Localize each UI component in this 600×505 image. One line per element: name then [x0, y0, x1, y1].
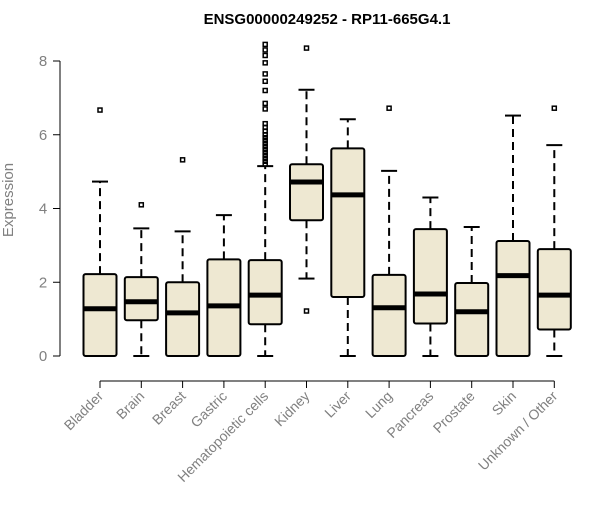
x-tick-label-kidney: Kidney: [271, 388, 313, 430]
outlier-hematopoietic-cells-17: [262, 78, 268, 85]
outlier-hematopoietic-cells-9: [262, 134, 268, 141]
outlier-hematopoietic-cells-8: [262, 137, 268, 144]
y-tick-label-4: 4: [39, 201, 47, 218]
outlier-hematopoietic-cells-3: [262, 152, 268, 159]
x-tick-label-skin: Skin: [489, 388, 520, 419]
outlier-hematopoietic-cells-0: [262, 161, 268, 167]
y-tick-label-8: 8: [39, 53, 47, 70]
outlier-hematopoietic-cells-13: [262, 120, 268, 127]
box-lung: [371, 273, 407, 357]
outlier-hematopoietic-cells-4: [262, 149, 268, 156]
outlier-hematopoietic-cells-2: [262, 155, 268, 162]
outlier-hematopoietic-cells-6: [262, 143, 268, 150]
outlier-hematopoietic-cells-19: [262, 60, 268, 66]
box-kidney: [289, 163, 324, 222]
outlier-hematopoietic-cells-16: [262, 87, 268, 94]
outlier-hematopoietic-cells-21: [262, 47, 268, 53]
outlier-unknown-other-0: [551, 105, 558, 111]
box-brain: [123, 276, 159, 322]
y-tick-label-6: 6: [39, 127, 47, 144]
x-tick-label-breast: Breast: [149, 388, 189, 428]
outlier-lung-0: [386, 105, 392, 111]
outlier-bladder-0: [97, 107, 103, 113]
x-tick-label-bladder: Bladder: [61, 388, 107, 434]
outlier-hematopoietic-cells-5: [262, 146, 268, 153]
box-skin: [495, 239, 531, 357]
x-tick-label-brain: Brain: [113, 388, 147, 422]
outlier-hematopoietic-cells-18: [262, 71, 268, 77]
x-tick-label-lung: Lung: [362, 388, 395, 421]
box-liver: [330, 147, 366, 298]
outlier-kidney-0: [303, 45, 310, 51]
outlier-hematopoietic-cells-20: [262, 52, 268, 59]
chart-title: ENSG00000249252 - RP11-665G4.1: [204, 11, 451, 28]
outlier-kidney-1: [303, 308, 310, 314]
x-tick-label-prostate: Prostate: [430, 388, 478, 436]
box-hematopoietic-cells: [247, 259, 283, 326]
y-axis-title: Expression: [0, 163, 17, 237]
box-unknown-other: [536, 248, 572, 331]
box-breast: [165, 281, 201, 357]
box-bladder: [82, 273, 118, 358]
outlier-hematopoietic-cells-14: [262, 106, 268, 112]
outlier-hematopoietic-cells-15: [262, 100, 268, 107]
x-tick-label-liver: Liver: [321, 388, 354, 421]
y-tick-label-2: 2: [39, 274, 47, 291]
y-tick-label-0: 0: [39, 348, 47, 365]
outlier-hematopoietic-cells-7: [262, 140, 268, 147]
box-pancreas: [412, 228, 448, 325]
outlier-hematopoietic-cells-1: [262, 158, 268, 165]
box-prostate: [454, 281, 490, 357]
outlier-breast-0: [179, 157, 186, 163]
outlier-brain-0: [138, 202, 145, 208]
outlier-hematopoietic-cells-22: [262, 41, 268, 48]
